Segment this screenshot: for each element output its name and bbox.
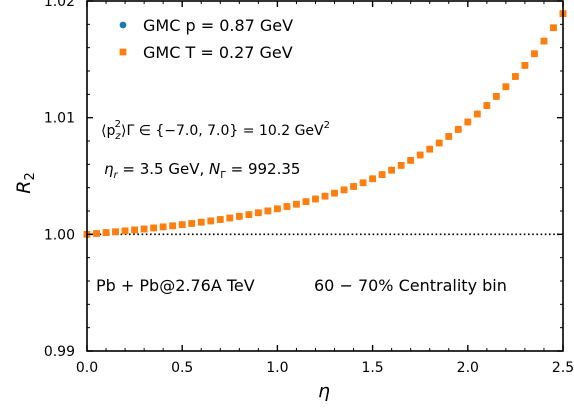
x-tick-label: 1.0: [266, 360, 288, 376]
data-point-square: [121, 227, 129, 235]
pz-range: ⟩Γ ∈ {−7.0, 7.0}: [121, 123, 238, 139]
data-point-square: [302, 198, 310, 206]
data-point-square: [426, 145, 434, 153]
y-axis-title-sub: 2: [23, 172, 38, 180]
eta-sub: r: [114, 170, 119, 181]
data-point-square: [550, 24, 557, 32]
data-point-square: [131, 226, 138, 234]
legend: GMC p = 0.87 GeV GMC T = 0.27 GeV: [119, 16, 293, 62]
data-point-square: [388, 166, 396, 174]
eta-symbol: η: [104, 160, 114, 178]
pz-sub: z: [114, 131, 121, 142]
data-point-square: [340, 186, 348, 194]
pz-open: ⟨p: [101, 123, 115, 139]
data-point-square: [454, 126, 462, 133]
pz-value-sup: 2: [324, 120, 330, 131]
data-points: [83, 10, 567, 238]
data-point-square: [264, 207, 272, 215]
data-point-square: [150, 224, 158, 232]
x-tick-label: 0.0: [76, 360, 98, 376]
data-point-square: [312, 195, 319, 203]
n-sub: Γ: [220, 170, 226, 181]
data-point-square: [274, 205, 281, 213]
data-point-square: [359, 179, 367, 187]
x-tick-label: 1.5: [361, 360, 383, 376]
y-tick-label: 0.99: [44, 344, 75, 360]
data-point-square: [378, 171, 386, 178]
y-tick-label: 1.02: [44, 0, 75, 10]
data-point-square: [245, 211, 253, 219]
data-point-square: [416, 151, 424, 159]
data-point-square: [188, 220, 196, 227]
data-point-square: [207, 217, 215, 225]
data-point-square: [93, 230, 100, 237]
data-point-square: [473, 110, 481, 118]
data-point-square: [531, 50, 538, 58]
y-tick-label: 1.00: [44, 227, 75, 243]
data-point-square: [178, 221, 186, 229]
y-tick-label: 1.01: [44, 111, 75, 127]
legend-label-0: GMC p = 0.87 GeV: [143, 16, 293, 35]
data-point-square: [435, 139, 443, 147]
annotation-system: Pb + Pb@2.76A TeV: [96, 276, 255, 295]
data-point-square: [293, 200, 300, 208]
data-point-square: [407, 156, 415, 164]
data-point-square: [521, 62, 529, 69]
annotation-centrality: 60 − 70% Centrality bin: [314, 276, 507, 295]
data-point-square: [159, 223, 167, 231]
data-point-square: [369, 175, 376, 183]
data-point-square: [226, 214, 234, 222]
legend-label-1: GMC T = 0.27 GeV: [143, 43, 293, 62]
data-point-square: [197, 218, 205, 226]
data-point-square: [254, 209, 262, 217]
x-axis-title: η: [318, 380, 330, 402]
n-symbol: N: [209, 160, 220, 178]
annotation-eta-n: ηr = 3.5 GeV, NΓ = 992.35: [104, 160, 300, 181]
legend-marker-square: [119, 48, 127, 56]
data-point-square: [350, 183, 357, 190]
x-tick-label: 2.0: [457, 360, 479, 376]
axis-ticks: 0.0 0.5 1.0 1.5 2.0 2.5 0.99 1.00 1.01 1.02: [44, 0, 574, 376]
data-point-square: [502, 83, 510, 91]
plot-frame: [86, 0, 564, 352]
data-point-square: [483, 102, 491, 109]
n-value: = 992.35: [226, 160, 301, 178]
data-point-square: [492, 93, 500, 100]
data-point-square: [112, 228, 119, 236]
pz-value: = 10.2 GeV: [238, 123, 324, 139]
data-point-square: [283, 203, 291, 210]
annotation-pz: ⟨pz2⟩Γ ∈ {−7.0, 7.0} = 10.2 GeV2: [101, 119, 330, 142]
data-point-square: [216, 216, 224, 223]
y-axis-title: R2: [13, 172, 38, 193]
data-point-square: [445, 133, 453, 140]
data-point-square: [397, 161, 405, 169]
data-point-square: [169, 222, 177, 230]
x-tick-label: 0.5: [171, 360, 193, 376]
data-point-square: [464, 118, 472, 126]
data-point-square: [140, 225, 148, 233]
data-point-square: [102, 229, 110, 236]
data-point-square: [512, 73, 519, 80]
y-axis-title-main: R: [13, 181, 35, 194]
eta-value: = 3.5 GeV,: [118, 160, 209, 178]
data-point-square: [540, 37, 548, 45]
legend-marker-circle: [119, 21, 127, 29]
data-point-square: [235, 212, 243, 220]
data-point-square: [331, 189, 338, 197]
data-point-square: [321, 192, 329, 200]
pz-sup: 2: [115, 119, 121, 130]
x-tick-label: 2.5: [552, 360, 574, 376]
